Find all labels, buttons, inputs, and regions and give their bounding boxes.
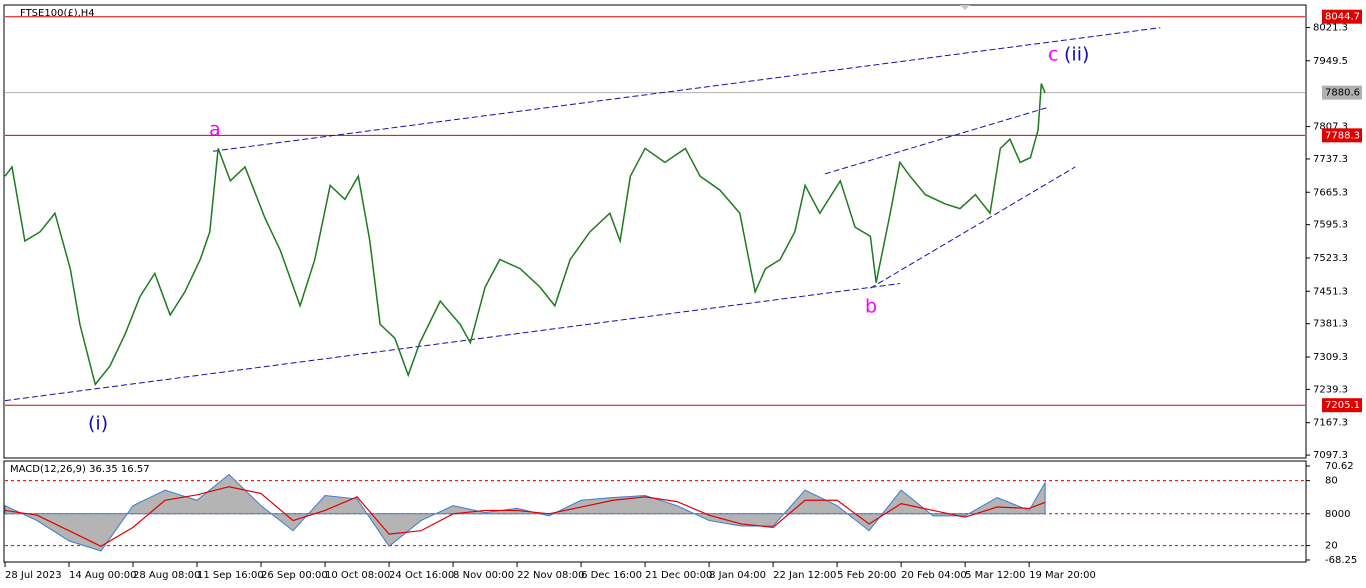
y-tick-label: -68.25 <box>1325 555 1357 566</box>
y-tick-label: 7309.3 <box>1313 352 1348 363</box>
x-tick-label: 19 Mar 20:00 <box>1029 570 1096 581</box>
x-tick-label: 10 Oct 08:00 <box>325 570 390 581</box>
y-tick-label: 7381.3 <box>1313 319 1348 330</box>
x-tick-label: 8 Nov 00:00 <box>453 570 514 581</box>
x-tick-label: 28 Jul 2023 <box>5 570 62 581</box>
x-tick-label: 26 Sep 00:00 <box>261 570 328 581</box>
macd-title: MACD(12,26,9) 36.35 16.57 <box>10 464 150 475</box>
wave-label: c <box>1048 44 1058 66</box>
wave-label: (i) <box>88 413 108 435</box>
trend-line <box>4 283 900 402</box>
wave-label: a <box>209 119 221 141</box>
x-tick-label: 14 Aug 00:00 <box>69 570 136 581</box>
price-line <box>4 83 1046 387</box>
x-tick-label: 6 Dec 16:00 <box>581 570 642 581</box>
y-tick-label: 70.62 <box>1325 461 1354 472</box>
y-tick-label: 7807.3 <box>1313 122 1348 133</box>
signal-line <box>4 486 1046 547</box>
level-label: 8044.7 <box>1325 12 1360 23</box>
y-tick-label: 7949.5 <box>1313 56 1348 67</box>
level-label: 7880.6 <box>1325 88 1360 99</box>
x-tick-label: 5 Feb 20:00 <box>837 570 896 581</box>
y-tick-label: 20 <box>1325 541 1338 552</box>
x-tick-label: 20 Feb 04:00 <box>901 570 967 581</box>
y-tick-label: 7737.3 <box>1313 154 1348 165</box>
y-tick-label: 8000 <box>1325 509 1350 520</box>
shift-marker <box>960 5 970 10</box>
x-tick-label: 21 Dec 00:00 <box>645 570 712 581</box>
y-tick-label: 7167.3 <box>1313 418 1348 429</box>
wave-label: b <box>865 296 877 318</box>
x-tick-label: 11 Sep 16:00 <box>197 570 264 581</box>
level-label-box <box>1322 128 1362 143</box>
y-tick-label: 80 <box>1325 476 1338 487</box>
trend-line <box>824 106 1049 175</box>
trend-line <box>870 166 1076 289</box>
chart-title: FTSE100(£),H4 <box>20 8 95 19</box>
x-tick-label: 22 Jan 12:00 <box>773 570 836 581</box>
y-tick-label: 7595.3 <box>1313 220 1348 231</box>
level-label: 7788.3 <box>1325 130 1360 141</box>
x-tick-label: 8 Jan 04:00 <box>709 570 766 581</box>
x-tick-label: 5 Mar 12:00 <box>965 570 1025 581</box>
x-tick-label: 24 Oct 16:00 <box>389 570 454 581</box>
level-label-box <box>1322 398 1362 413</box>
y-tick-label: 8021.3 <box>1313 23 1348 34</box>
level-label-box <box>1322 85 1362 100</box>
y-tick-label: 7665.3 <box>1313 187 1348 198</box>
macd-histogram <box>4 473 1046 552</box>
trend-line <box>212 27 1161 152</box>
main-panel <box>3 4 1307 459</box>
y-tick-label: 7523.3 <box>1313 253 1348 264</box>
x-tick-label: 28 Aug 08:00 <box>133 570 200 581</box>
wave-label: (ii) <box>1064 44 1089 66</box>
level-label-box <box>1322 9 1362 24</box>
y-tick-label: 7097.3 <box>1313 450 1348 461</box>
level-label: 7205.1 <box>1325 400 1360 411</box>
y-tick-label: 7239.3 <box>1313 384 1348 395</box>
x-tick-label: 22 Nov 08:00 <box>517 570 584 581</box>
y-tick-label: 7451.3 <box>1313 286 1348 297</box>
